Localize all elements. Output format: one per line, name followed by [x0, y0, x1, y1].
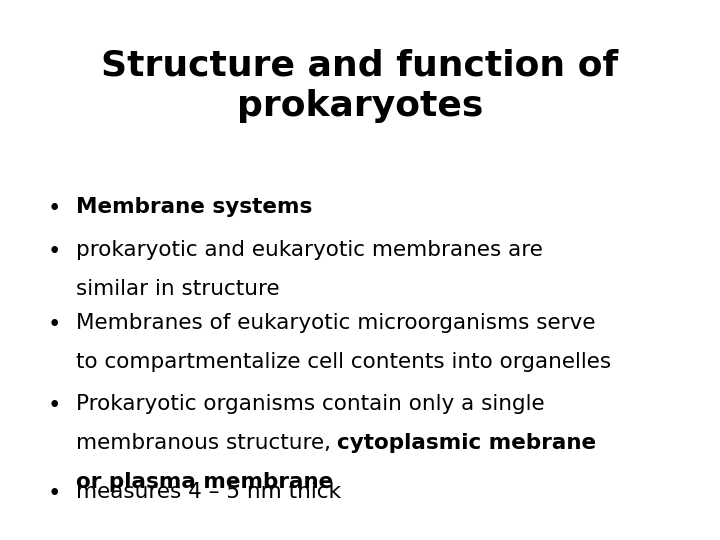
- Text: similar in structure: similar in structure: [76, 279, 279, 299]
- Text: •: •: [48, 197, 60, 220]
- Text: prokaryotic and eukaryotic membranes are: prokaryotic and eukaryotic membranes are: [76, 240, 542, 260]
- Text: membranous structure,: membranous structure,: [76, 433, 338, 453]
- Text: •: •: [48, 482, 60, 505]
- Text: •: •: [48, 313, 60, 336]
- Text: Prokaryotic organisms contain only a single: Prokaryotic organisms contain only a sin…: [76, 394, 544, 414]
- Text: •: •: [48, 394, 60, 417]
- Text: Membrane systems: Membrane systems: [76, 197, 312, 217]
- Text: Membranes of eukaryotic microorganisms serve: Membranes of eukaryotic microorganisms s…: [76, 313, 595, 333]
- Text: Structure and function of
prokaryotes: Structure and function of prokaryotes: [102, 49, 618, 123]
- Text: to compartmentalize cell contents into organelles: to compartmentalize cell contents into o…: [76, 352, 611, 372]
- Text: or plasma membrane: or plasma membrane: [76, 472, 333, 492]
- Text: cytoplasmic mebrane: cytoplasmic mebrane: [338, 433, 597, 453]
- Text: •: •: [48, 240, 60, 264]
- Text: measures 4 – 5 nm thick: measures 4 – 5 nm thick: [76, 482, 341, 502]
